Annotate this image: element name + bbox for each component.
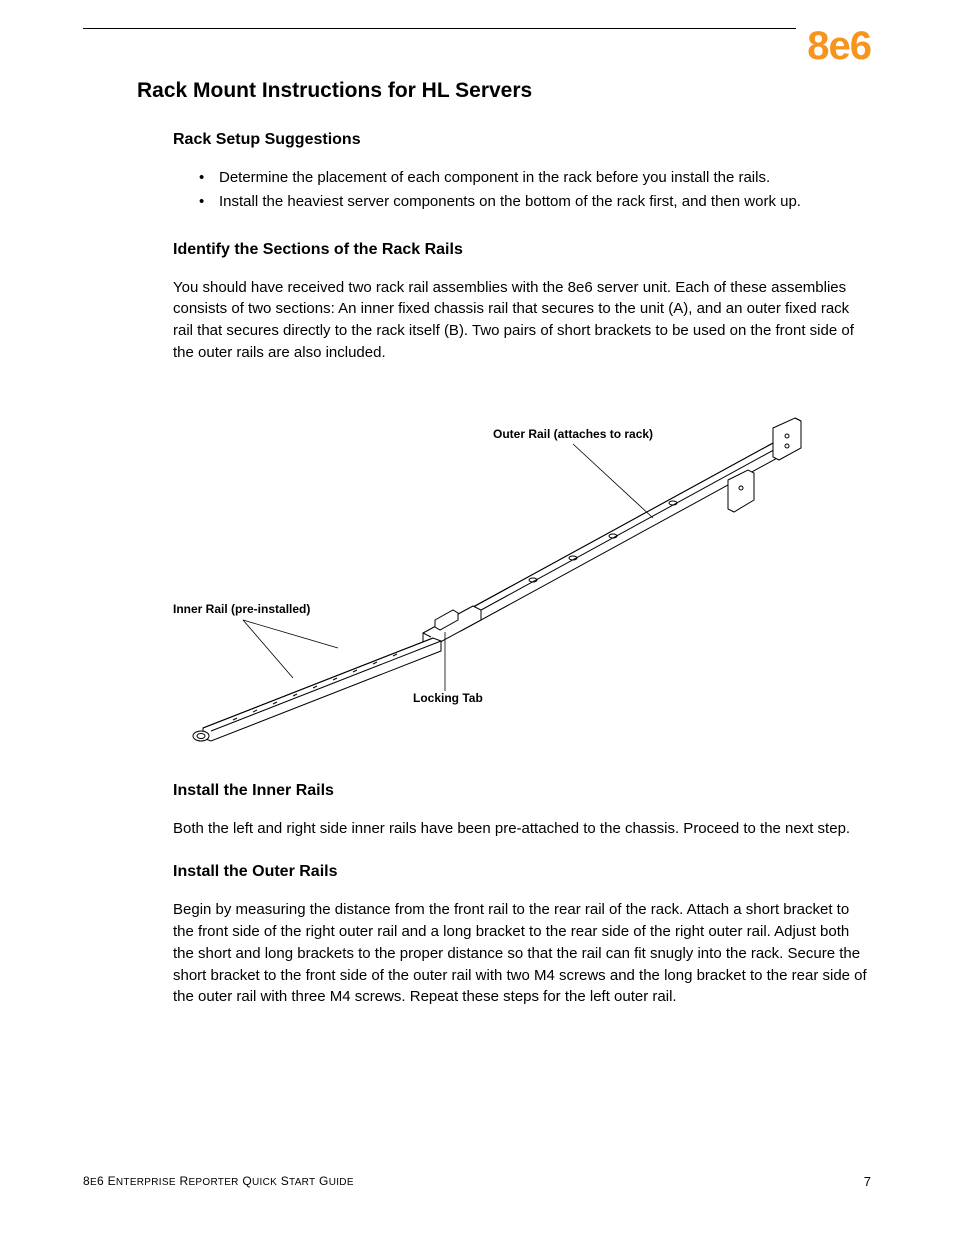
page-number: 7 xyxy=(864,1174,871,1189)
list-item: Install the heaviest server components o… xyxy=(195,191,871,213)
header-rule xyxy=(83,28,796,29)
rail-diagram: Outer Rail (attaches to rack) Inner Rail… xyxy=(173,388,871,748)
rack-setup-heading: Rack Setup Suggestions xyxy=(173,131,871,149)
outer-rail-label: Outer Rail (attaches to rack) xyxy=(493,427,653,441)
locking-tab-label: Locking Tab xyxy=(413,691,483,705)
outer-rails-body: Begin by measuring the distance from the… xyxy=(173,899,871,1008)
inner-rail-shape xyxy=(193,638,441,741)
identify-heading: Identify the Sections of the Rack Rails xyxy=(173,241,871,259)
leader-lines xyxy=(243,444,653,691)
outer-rails-heading: Install the Outer Rails xyxy=(173,863,871,881)
list-item: Determine the placement of each componen… xyxy=(195,167,871,189)
identify-body: You should have received two rack rail a… xyxy=(173,277,871,364)
brand-logo: 8e6 xyxy=(807,24,871,69)
rack-setup-bullets: Determine the placement of each componen… xyxy=(195,167,871,213)
inner-rails-body: Both the left and right side inner rails… xyxy=(173,818,871,840)
page-container: 8e6 Rack Mount Instructions for HL Serve… xyxy=(0,0,954,1235)
inner-rail-label: Inner Rail (pre-installed) xyxy=(173,602,310,616)
footer-doc-title: 8E6 ENTERPRISE REPORTER QUICK START GUID… xyxy=(83,1174,354,1189)
main-heading: Rack Mount Instructions for HL Servers xyxy=(137,79,871,103)
inner-rails-heading: Install the Inner Rails xyxy=(173,782,871,800)
outer-rail-shape xyxy=(453,418,801,631)
page-footer: 8E6 ENTERPRISE REPORTER QUICK START GUID… xyxy=(83,1174,871,1189)
